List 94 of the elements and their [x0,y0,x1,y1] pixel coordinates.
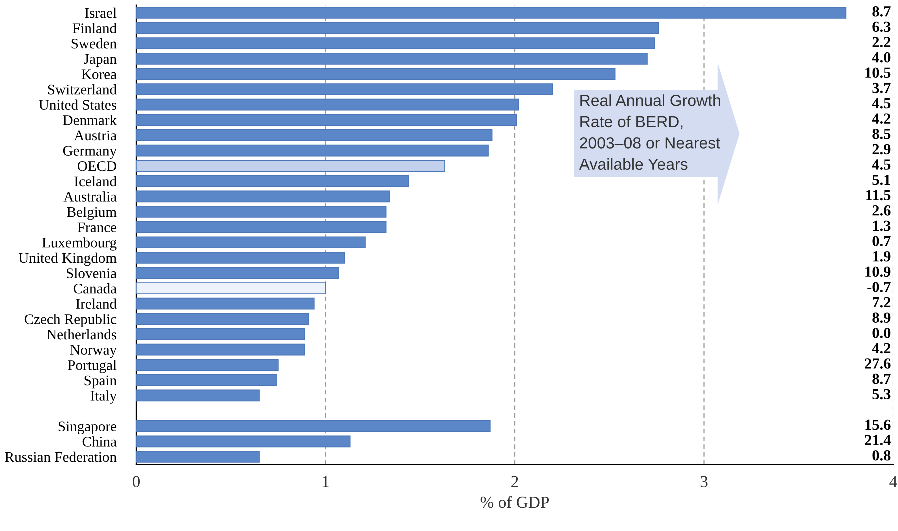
y-tick-label: Denmark [63,115,118,126]
annotation: 0.8 [872,450,891,461]
bar [136,436,351,448]
annotation: 6.3 [872,22,891,32]
x-axis-title: % of GDP [480,496,550,508]
y-tick-label: Finland [72,23,117,34]
bar [136,221,387,234]
y-tick-label: Luxembourg [42,238,117,251]
annotation: 2.2 [872,37,891,48]
y-tick-label: United Kingdom [18,252,117,266]
bar [136,267,340,280]
y-tick-label: China [82,436,117,447]
annotation: 10.5 [866,68,891,78]
bar [136,374,277,386]
annotation: 2.6 [872,206,891,216]
y-tick-label: Netherlands [47,329,117,340]
y-tick-label: Norway [70,345,117,358]
annotation: 27.6 [865,358,891,369]
bar [136,175,410,188]
annotation: Real Annual Growth Rate of BERD, 2003–08 or Nearest Available Years [579,94,720,170]
annotation: 5.1 [872,174,890,186]
bar [136,206,387,218]
bar [136,359,279,372]
bar [136,7,847,19]
annotation: 8.7 [872,6,891,17]
bar [136,313,310,326]
bar [136,252,346,264]
annotation: 1.9 [873,251,891,262]
bar [136,68,616,80]
annotation: 0.7 [872,236,891,247]
annotation: 8.7 [872,374,891,384]
x-tick-label: 0 [132,476,140,488]
y-tick-label: Switzerland [48,84,117,95]
annotation: 8.9 [872,312,891,324]
y-tick-label: Belgium [67,206,117,220]
y-tick-label: Korea [82,70,117,80]
bar [136,236,366,249]
annotation: 3.7 [872,83,891,94]
bar [136,160,446,172]
y-tick-label: Portugal [68,360,117,374]
annotation: 11.5 [866,190,891,201]
annotation: 4.5 [872,160,891,170]
bar [136,144,489,157]
annotation: 21.4 [865,435,891,446]
bar [136,98,520,111]
bar [136,38,656,50]
bar [136,190,391,203]
y-tick-label: France [78,222,117,233]
y-tick-label: Austria [74,130,117,141]
x-tick-label: 4 [890,476,898,488]
bar [136,451,260,463]
y-tick-label: Germany [63,146,117,159]
y-tick-label: Ireland [76,298,117,310]
bar [136,282,326,294]
y-tick-label: Sweden [72,38,117,49]
annotation: 4.5 [872,98,891,109]
y-tick-label: Canada [74,283,117,294]
bar [136,420,491,432]
annotation: 1.3 [873,220,891,232]
y-tick-label: Slovenia [66,268,117,278]
annotation: 15.6 [866,420,891,430]
x-tick-label: 2 [512,476,518,488]
y-tick-label: Australia [64,192,117,202]
x-tick-label: 1 [323,476,329,488]
bar [136,52,648,65]
annotation: 8.5 [872,128,891,140]
y-tick-label: Singapore [58,422,117,435]
annotation: -0.7 [868,282,891,292]
annotation: 4.0 [872,52,891,63]
x-tick-label: 3 [700,476,708,488]
y-tick-label: Italy [90,390,117,404]
annotation: 4.2 [872,343,891,354]
annotation: 5.3 [872,389,891,400]
bar [136,298,315,310]
y-tick-label: Iceland [74,176,117,187]
bar [136,328,306,340]
y-tick-label: Israel [85,8,117,18]
bar [136,84,554,96]
bar [136,114,518,126]
bar [136,130,493,142]
bar [136,344,306,356]
annotation: 10.9 [866,266,891,278]
annotation: 7.2 [873,297,891,308]
y-tick-label: OECD [78,161,116,172]
bar [136,22,660,34]
y-tick-label: Japan [84,54,117,68]
y-tick-label: Spain [84,376,117,389]
annotation: 0.0 [872,328,891,338]
y-tick-label: United States [39,100,117,110]
bar [136,390,260,402]
annotation: 2.9 [872,144,891,155]
annotation: 4.2 [872,114,891,124]
y-tick-label: Russian Federation [5,452,117,462]
y-tick-label: Czech Republic [24,314,117,328]
